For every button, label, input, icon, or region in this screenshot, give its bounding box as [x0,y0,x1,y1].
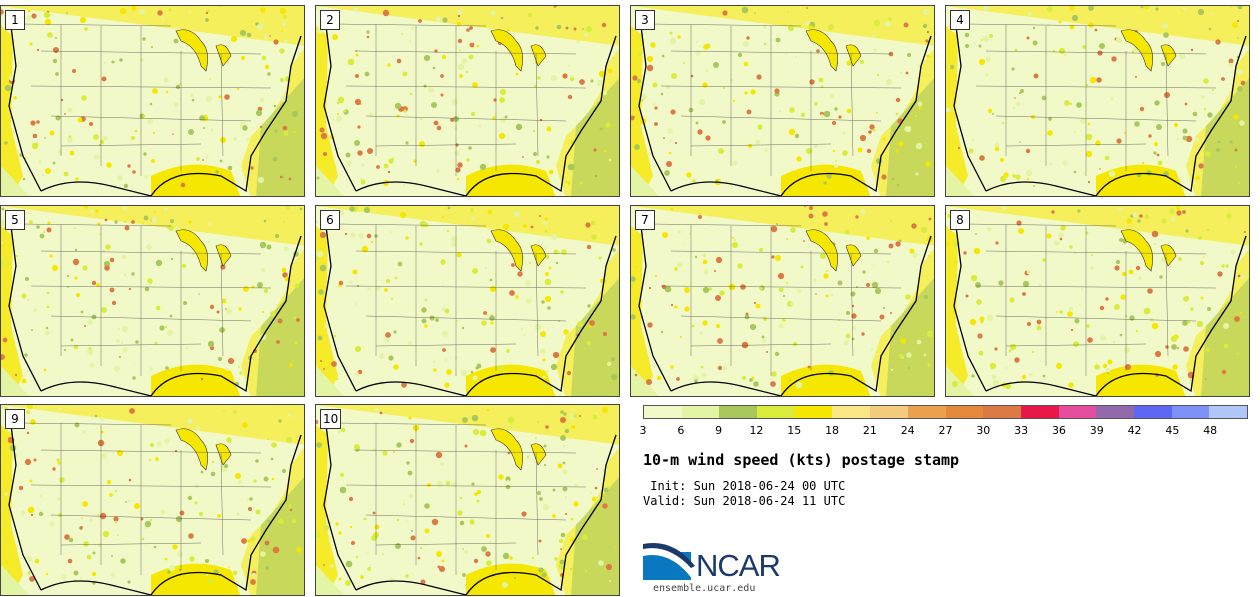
stamp-panel-3: 3 [630,5,935,197]
colorbar-swatch [945,406,984,418]
stamp-panel-10: 10 [315,404,620,596]
wind-speed-map [316,405,619,595]
colorbar-tick-label: 39 [1089,424,1104,437]
colorbar-tick-label: 15 [787,424,802,437]
stamp-label: 9 [5,409,25,429]
colorbar-swatch [983,406,1021,418]
stamp-label: 5 [5,210,25,230]
wind-speed-map [1,405,304,595]
colorbar-swatch [794,406,833,418]
colorbar-ticks: 3 6 9 12 15 18 21 24 27 30 33 36 39 42 45 48 [639,424,1248,438]
colorbar-swatch [832,406,871,418]
stamp-label: 7 [635,210,655,230]
wind-speed-map [316,206,619,396]
colorbar-tick-label: 42 [1127,424,1142,437]
init-time: Init: Sun 2018-06-24 00 UTC [643,479,846,493]
colorbar-tick-label: 36 [1051,424,1066,437]
wind-speed-map [1,6,304,196]
wind-speed-map [631,206,934,396]
colorbar-tick-label: 45 [1165,424,1180,437]
stamp-panel-7: 7 [630,205,935,397]
stamp-label: 4 [950,10,970,30]
stamp-label: 3 [635,10,655,30]
stamp-panel-5: 5 [0,205,305,397]
colorbar-tick-label: 48 [1203,424,1218,437]
stamp-label: 10 [320,409,342,429]
stamp-panel-8: 8 [945,205,1250,397]
wind-speed-map [946,206,1249,396]
wind-speed-map [316,6,619,196]
ncar-logo-text: NCAR [696,548,781,583]
chart-title: 10-m wind speed (kts) postage stamp [643,451,960,469]
colorbar-tick-label: 9 [715,424,723,437]
colorbar-tick-label: 27 [938,424,953,437]
wind-speed-map [946,6,1249,196]
colorbar-swatch [644,406,682,418]
colorbar-swatch [907,406,946,418]
wind-speed-map [1,206,304,396]
ncar-logo-icon [643,542,695,580]
wind-speed-map [631,6,934,196]
valid-time: Valid: Sun 2018-06-24 11 UTC [643,494,846,508]
colorbar-swatch [681,406,720,418]
colorbar-swatch [757,406,795,418]
colorbar-tick-label: 21 [862,424,877,437]
colorbar-tick-label: 24 [900,424,915,437]
colorbar-swatch [870,406,908,418]
stamp-label: 6 [320,210,340,230]
stamp-panel-1: 1 [0,5,305,197]
colorbar-swatch [1058,406,1097,418]
colorbar [643,405,1248,419]
colorbar-tick-label: 3 [639,424,647,437]
stamp-panel-9: 9 [0,404,305,596]
stamp-label: 2 [320,10,340,30]
stamp-label: 1 [5,10,25,30]
colorbar-swatch [1209,406,1247,418]
stamp-panel-2: 2 [315,5,620,197]
colorbar-tick-label: 18 [825,424,840,437]
site-url: ensemble.ucar.edu [653,583,756,594]
colorbar-tick-label: 30 [976,424,991,437]
colorbar-tick-label: 33 [1014,424,1029,437]
stamp-label: 8 [950,210,970,230]
stamp-panel-4: 4 [945,5,1250,197]
colorbar-tick-label: 6 [677,424,685,437]
colorbar-swatch [1171,406,1210,418]
colorbar-swatch [1133,406,1172,418]
colorbar-swatch [719,406,758,418]
stamp-panel-6: 6 [315,205,620,397]
colorbar-swatch [1096,406,1134,418]
colorbar-tick-label: 12 [749,424,764,437]
colorbar-swatch [1020,406,1059,418]
